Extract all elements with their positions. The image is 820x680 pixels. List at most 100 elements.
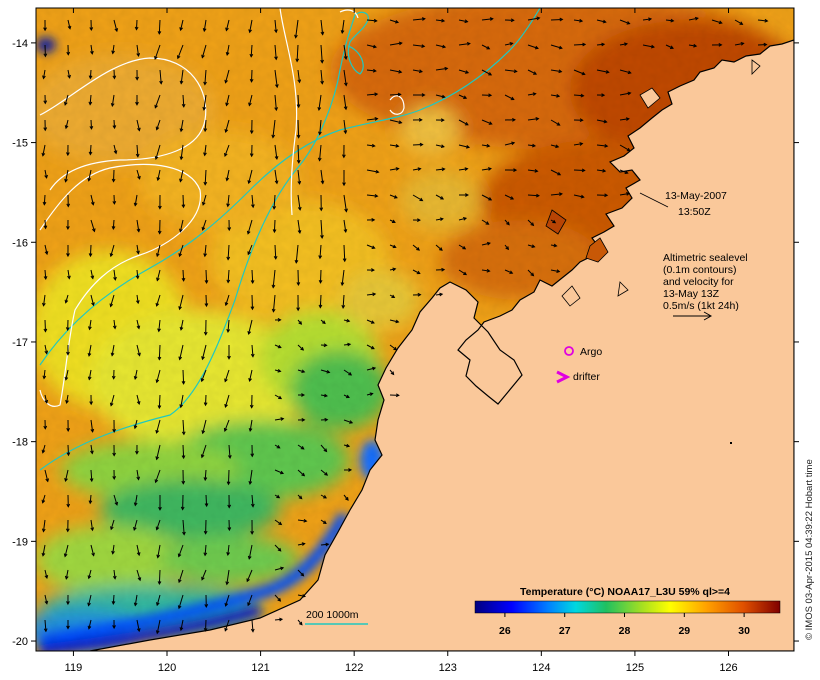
velocity-arrow-head <box>224 602 229 607</box>
velocity-arrow-head <box>488 93 493 98</box>
velocity-arrow-head <box>88 253 93 258</box>
velocity-arrow-head <box>155 429 159 434</box>
velocity-arrow-head <box>463 271 468 276</box>
velocity-arrow-head <box>340 282 345 287</box>
drifter-label: drifter <box>573 371 600 383</box>
velocity-arrow <box>42 144 46 156</box>
velocity-arrow <box>249 469 253 485</box>
velocity-arrow-head <box>137 352 141 357</box>
velocity-arrow <box>201 369 207 382</box>
velocity-arrow-head <box>438 247 443 251</box>
velocity-arrow-head <box>201 430 206 435</box>
velocity-arrow-head <box>344 82 348 87</box>
velocity-arrow-head <box>440 118 445 122</box>
velocity-arrow <box>90 119 93 129</box>
velocity-arrow-head <box>112 429 117 433</box>
velocity-arrow-head <box>442 44 447 49</box>
velocity-arrow-head <box>764 18 769 23</box>
colorbar-tick-label: 29 <box>678 625 690 637</box>
velocity-arrow <box>44 169 48 178</box>
velocity-arrow <box>343 494 349 501</box>
velocity-arrow-head <box>510 196 515 200</box>
velocity-arrow <box>90 294 95 306</box>
velocity-arrow-head <box>66 226 70 230</box>
velocity-arrow-head <box>159 80 163 85</box>
velocity-arrow-head <box>371 143 376 148</box>
velocity-arrow-head <box>43 425 48 430</box>
velocity-arrow <box>159 69 162 84</box>
velocity-arrow-head <box>227 227 232 232</box>
velocity-arrow <box>274 244 277 259</box>
velocity-arrow <box>366 118 378 121</box>
velocity-arrow-head <box>371 218 376 222</box>
velocity-arrow-head <box>176 55 181 60</box>
velocity-arrow <box>734 19 743 25</box>
velocity-arrow <box>297 469 305 477</box>
velocity-arrow-head <box>64 376 69 381</box>
velocity-arrow-head <box>204 280 209 284</box>
velocity-arrow <box>248 169 253 184</box>
velocity-arrow-head <box>43 100 48 105</box>
velocity-arrow <box>158 19 161 34</box>
velocity-arrow-head <box>135 76 139 81</box>
velocity-arrow-head <box>418 118 423 122</box>
velocity-arrow-head <box>201 226 206 231</box>
velocity-arrow-head <box>137 175 141 180</box>
velocity-arrow-head <box>393 195 398 199</box>
velocity-arrow <box>458 42 470 46</box>
velocity-arrow-head <box>136 228 141 233</box>
velocity-arrow <box>67 19 71 29</box>
velocity-arrow-head <box>43 53 48 58</box>
velocity-arrow-head <box>178 579 182 584</box>
y-tick-label: -15 <box>12 138 28 150</box>
velocity-arrow-head <box>318 131 322 136</box>
velocity-arrow <box>43 294 46 306</box>
velocity-arrow-head <box>179 627 184 632</box>
velocity-arrow-head <box>113 276 117 281</box>
velocity-arrow <box>272 294 276 312</box>
y-tick-label: -14 <box>12 38 28 50</box>
velocity-arrow <box>157 169 161 181</box>
velocity-arrow-head <box>248 29 252 34</box>
velocity-arrow <box>44 244 48 255</box>
velocity-arrow-head <box>42 375 47 380</box>
velocity-arrow-head <box>156 277 160 282</box>
velocity-arrow <box>64 544 69 557</box>
velocity-arrow-head <box>555 144 560 149</box>
velocity-arrow-head <box>488 121 493 125</box>
velocity-arrow-head <box>155 456 160 461</box>
velocity-arrow <box>527 244 535 248</box>
velocity-arrow <box>226 169 230 181</box>
velocity-arrow-head <box>718 20 723 25</box>
velocity-arrow-head <box>90 50 94 55</box>
velocity-arrow-head <box>533 71 538 75</box>
velocity-arrow-head <box>63 553 68 558</box>
velocity-arrow-head <box>280 417 285 421</box>
velocity-arrow-head <box>320 80 324 85</box>
velocity-arrow <box>389 344 397 351</box>
velocity-arrow <box>65 469 69 482</box>
velocity-arrow-head <box>530 272 535 277</box>
velocity-arrow-head <box>276 494 281 499</box>
velocity-arrow <box>366 44 377 48</box>
velocity-arrow-head <box>581 168 586 173</box>
velocity-arrow <box>155 469 161 483</box>
velocity-arrow <box>318 94 322 111</box>
velocity-arrow-head <box>41 449 46 454</box>
velocity-arrow <box>182 369 185 384</box>
velocity-arrow <box>44 619 47 632</box>
velocity-arrow-head <box>91 302 95 307</box>
velocity-arrow-head <box>136 476 141 481</box>
velocity-arrow <box>343 419 353 424</box>
velocity-arrow-head <box>297 229 302 234</box>
velocity-arrow-head <box>202 28 207 33</box>
velocity-arrow-head <box>421 44 426 48</box>
velocity-arrow-head <box>66 253 70 258</box>
velocity-arrow-head <box>91 228 96 233</box>
velocity-arrow-head <box>250 306 255 311</box>
velocity-arrow <box>180 619 184 631</box>
velocity-arrow <box>156 269 161 281</box>
velocity-arrow <box>320 543 329 546</box>
velocity-arrow <box>134 594 138 606</box>
velocity-arrow-head <box>301 594 307 598</box>
